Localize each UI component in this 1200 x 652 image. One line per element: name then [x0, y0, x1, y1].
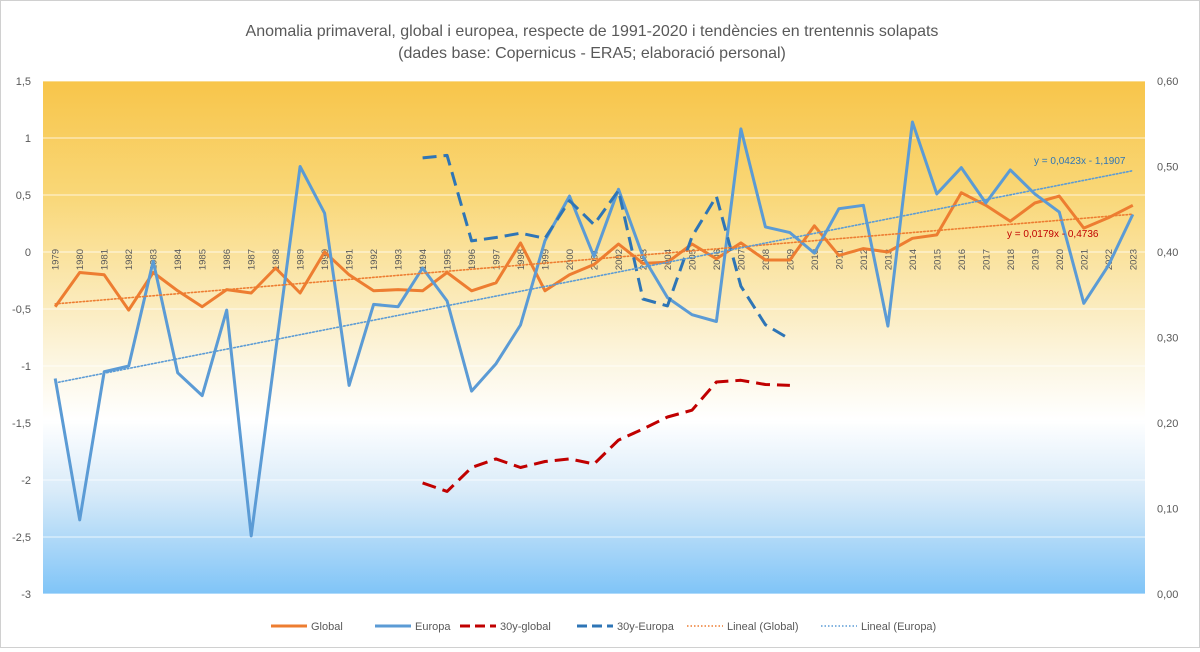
x-tick-label: 2015 — [932, 249, 943, 270]
x-tick-label: 2018 — [1006, 249, 1017, 270]
x-tick-label: 1996 — [467, 249, 478, 270]
x-tick-label: 2000 — [565, 249, 576, 270]
x-tick-label: 2013 — [883, 249, 894, 270]
x-tick-label: 1987 — [247, 249, 258, 270]
x-tick-label: 1981 — [100, 249, 111, 270]
y-tick-label: -1 — [21, 361, 31, 373]
x-tick-label: 2017 — [981, 249, 992, 270]
x-tick-label: 1994 — [418, 249, 429, 270]
x-tick-label: 1984 — [173, 249, 184, 270]
x-tick-label: 1999 — [541, 249, 552, 270]
legend-label: Europa — [415, 621, 451, 633]
x-tick-label: 2022 — [1104, 249, 1115, 270]
y2-tick-label: 0,30 — [1157, 333, 1178, 345]
gridlines — [43, 80, 1145, 595]
legend-label: 30y-Europa — [617, 621, 675, 633]
x-tick-label: 2011 — [834, 249, 845, 269]
series-line-30y-europa — [422, 153, 791, 341]
x-tick-label: 1991 — [345, 249, 356, 270]
x-tick-label: 1990 — [320, 249, 331, 270]
chart-subtitle: (dades base: Copernicus - ERA5; elaborac… — [398, 45, 786, 62]
y-tick-label: 1 — [25, 133, 31, 145]
legend: Global Europa 30y-global 30y-Europa Lineal (… — [271, 621, 936, 633]
y-axis-right: 0,60 0,50 0,40 0,30 0,20 0,10 0,00 — [1157, 76, 1178, 601]
trend-equation-europa: y = 0,0423x - 1,1907 — [1034, 156, 1126, 167]
x-tick-label: 2012 — [859, 249, 870, 270]
y2-tick-label: 0,10 — [1157, 504, 1178, 516]
series-line-lineal-global — [54, 213, 1134, 305]
chart-title: Anomalia primaveral, global i europea, r… — [246, 23, 939, 40]
y-tick-label: 1,5 — [16, 76, 31, 88]
x-tick-label: 1979 — [51, 249, 62, 270]
x-axis: 1979 1980 1981 1982 1983 1984 1985 1986 1987 1988… — [51, 249, 1140, 270]
x-tick-label: 2020 — [1055, 249, 1066, 270]
y2-tick-label: 0,50 — [1157, 162, 1178, 174]
series-line-europa — [53, 120, 1135, 538]
x-tick-label: 2023 — [1128, 249, 1139, 270]
legend-label: 30y-global — [500, 621, 551, 633]
x-tick-label: 1980 — [75, 249, 86, 270]
x-tick-label: 2004 — [663, 249, 674, 270]
x-tick-label: 1983 — [149, 249, 160, 270]
legend-label: Lineal (Global) — [727, 621, 799, 633]
x-tick-label: 2016 — [957, 249, 968, 270]
y2-tick-label: 0,20 — [1157, 418, 1178, 430]
series-line-30y-global — [422, 378, 790, 493]
series-group — [53, 120, 1135, 538]
x-tick-label: 1986 — [222, 249, 233, 270]
series-line-lineal-europa — [54, 169, 1134, 384]
x-tick-label: 2010 — [810, 249, 821, 270]
x-tick-label: 2019 — [1030, 249, 1041, 270]
x-tick-label: 2014 — [908, 249, 919, 270]
x-tick-label: 1993 — [394, 249, 405, 270]
x-tick-label: 1992 — [369, 249, 380, 270]
x-tick-label: 1997 — [492, 249, 503, 270]
y2-tick-label: 0,60 — [1157, 76, 1178, 88]
y-tick-label: -0,5 — [12, 304, 31, 316]
x-tick-label: 2007 — [736, 249, 747, 270]
legend-label: Global — [311, 621, 343, 633]
y2-tick-label: 0,00 — [1157, 589, 1178, 601]
y-axis-left: 1,5 1 0,5 0 -0,5 -1 -1,5 -2 -2,5 -3 — [12, 76, 31, 601]
y-tick-label: -3 — [21, 589, 31, 601]
x-tick-label: 1982 — [124, 249, 135, 270]
y-tick-label: 0,5 — [16, 190, 31, 202]
x-tick-label: 1989 — [296, 249, 307, 270]
y-tick-label: 0 — [25, 247, 31, 259]
plot-background — [43, 81, 1145, 594]
x-tick-label: 1998 — [516, 249, 527, 270]
x-tick-label: 1985 — [198, 249, 209, 270]
legend-label: Lineal (Europa) — [861, 621, 936, 633]
y-tick-label: -2,5 — [12, 532, 31, 544]
x-tick-label: 2021 — [1079, 249, 1090, 270]
trend-equation-global: y = 0,0179x - 0,4736 — [1007, 229, 1099, 240]
x-tick-label: 2002 — [614, 249, 625, 270]
x-tick-label: 1988 — [271, 249, 282, 270]
y-tick-label: -1,5 — [12, 418, 31, 430]
y-tick-label: -2 — [21, 475, 31, 487]
x-tick-label: 1995 — [443, 249, 454, 270]
x-tick-label: 2005 — [687, 249, 698, 270]
x-tick-label: 2001 — [590, 249, 601, 270]
y2-tick-label: 0,40 — [1157, 247, 1178, 259]
